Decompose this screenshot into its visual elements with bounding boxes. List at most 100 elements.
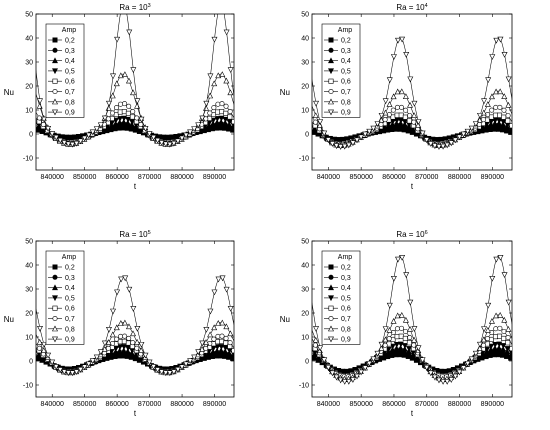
y-tick-label: 30 <box>25 60 33 67</box>
data-point <box>394 334 400 340</box>
data-point <box>362 365 369 372</box>
data-point <box>362 131 369 138</box>
legend-label: 0,5 <box>341 295 351 302</box>
legend-item: 0,3 <box>324 274 351 282</box>
data-point <box>158 369 165 376</box>
legend-item: 0,7 <box>324 315 351 323</box>
data-point <box>146 131 153 137</box>
legend-label: 0,4 <box>65 58 75 65</box>
legend: Amp 0,2 0,3 0,4 0,5 0,6 0,7 0,8 0,9 <box>321 23 361 118</box>
data-point <box>505 299 512 306</box>
data-point <box>480 336 487 343</box>
data-point <box>333 143 340 150</box>
legend-item: 0,5 <box>48 68 75 75</box>
legend-item: 0,8 <box>324 98 351 106</box>
data-point <box>397 344 404 351</box>
data-point <box>407 101 413 108</box>
data-point <box>402 114 408 120</box>
data-point <box>120 118 127 125</box>
data-point <box>97 349 104 356</box>
data-point <box>36 325 43 332</box>
data-point <box>415 119 422 125</box>
data-point <box>118 276 125 283</box>
legend-marker <box>328 264 334 270</box>
legend-marker <box>52 336 58 343</box>
legend-label: 0,5 <box>341 68 351 75</box>
legend-label: 0,9 <box>341 337 351 344</box>
x-tick-label: 870000 <box>415 174 438 181</box>
data-point <box>485 336 491 342</box>
data-point <box>505 113 511 119</box>
data-point <box>210 348 216 355</box>
chart-title: Ra = 106 <box>396 230 427 239</box>
data-point <box>203 104 210 111</box>
x-axis-label: t <box>134 409 137 418</box>
data-point <box>220 4 225 9</box>
data-point <box>211 336 217 342</box>
x-tick-label: 880000 <box>448 401 471 408</box>
data-point <box>187 129 194 136</box>
data-point <box>312 112 319 118</box>
data-point <box>105 339 112 345</box>
data-point <box>456 369 463 376</box>
data-point <box>219 319 226 326</box>
data-point <box>174 138 181 145</box>
x-tick-label: 890000 <box>203 174 226 181</box>
data-point <box>500 345 507 352</box>
legend-item: 0,2 <box>48 37 75 45</box>
data-point <box>211 324 218 331</box>
data-point <box>500 343 507 349</box>
data-point <box>226 119 233 126</box>
data-point <box>109 110 115 116</box>
data-point <box>493 37 500 44</box>
data-point <box>40 347 47 353</box>
data-point <box>504 346 511 352</box>
chart-panel-3: Ra = 105 840000 850000 860000 870000 880000 89… <box>4 230 235 418</box>
data-point <box>207 92 214 99</box>
data-point <box>134 115 140 121</box>
data-point <box>492 334 498 340</box>
x-tick-label: 890000 <box>481 174 504 181</box>
data-point <box>41 116 48 123</box>
legend-marker <box>328 325 334 332</box>
data-point <box>485 77 492 84</box>
legend-marker <box>52 98 58 105</box>
data-point <box>146 359 153 366</box>
data-point <box>358 134 365 141</box>
data-point <box>215 320 222 326</box>
data-point <box>207 73 214 80</box>
legend-marker <box>328 78 334 84</box>
data-point <box>321 130 328 137</box>
data-point <box>166 370 173 377</box>
data-point <box>333 374 340 381</box>
legend-item: 0,6 <box>48 305 75 313</box>
data-point <box>411 326 418 332</box>
legend-label: 0,3 <box>65 48 75 55</box>
y-tick-label: 0 <box>305 359 309 366</box>
chart-title-exponent: 3 <box>148 3 151 9</box>
legend-label: 0,3 <box>65 275 75 282</box>
data-point <box>130 306 137 312</box>
data-point <box>497 255 504 261</box>
data-point <box>341 379 348 385</box>
data-point <box>509 123 512 129</box>
data-point <box>415 345 422 352</box>
chart-title-exponent: 6 <box>425 230 428 236</box>
data-point <box>407 113 413 119</box>
data-point <box>130 89 137 96</box>
data-point <box>370 125 377 132</box>
data-point <box>93 354 100 361</box>
data-point <box>393 345 400 351</box>
data-point <box>382 98 389 105</box>
data-point <box>394 104 400 110</box>
data-point <box>219 101 225 107</box>
data-point <box>390 93 397 100</box>
legend-item: 0,2 <box>324 264 351 272</box>
data-point <box>126 335 132 341</box>
legend-label: 0,2 <box>341 38 351 45</box>
data-point <box>125 110 131 116</box>
data-point <box>215 72 222 79</box>
data-point <box>223 335 229 341</box>
data-point <box>313 100 320 107</box>
x-tick-label: 850000 <box>350 401 373 408</box>
